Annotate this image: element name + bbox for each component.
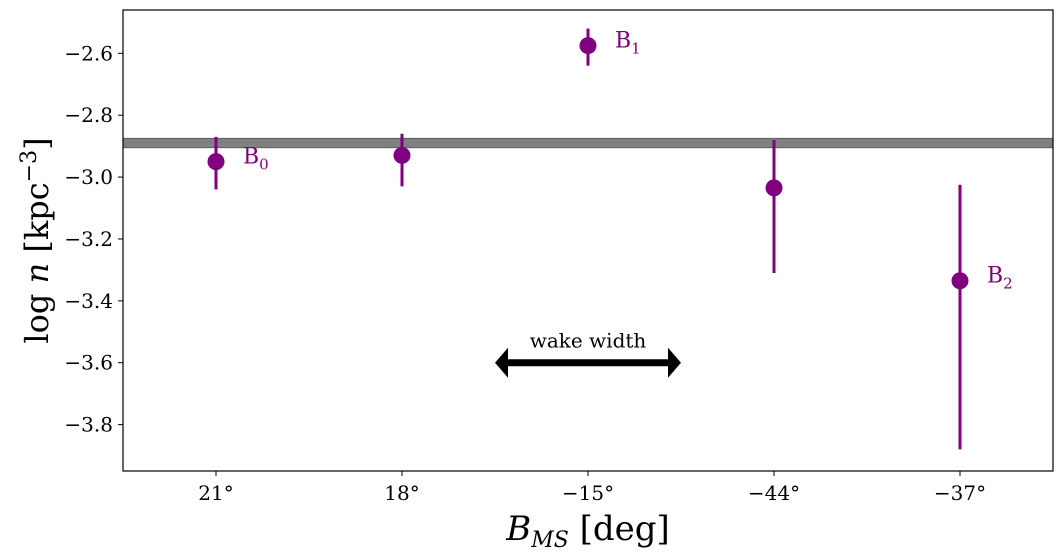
x-tick-label: −44° (748, 481, 800, 505)
point-label: B0 (243, 145, 269, 174)
y-tick-label: −3.6 (64, 351, 113, 375)
data-point (765, 179, 783, 197)
x-axis-label: BMS [deg] (505, 509, 670, 553)
y-axis-label: log n [kpc−3] (17, 137, 56, 343)
data-point (393, 146, 411, 164)
y-tick-label: −2.8 (64, 103, 113, 127)
data-point (951, 272, 969, 290)
y-tick-label: −2.6 (64, 41, 113, 65)
y-tick-label: −3.8 (64, 413, 113, 437)
wake-width-label: wake width (530, 329, 647, 353)
arrow-head-left (495, 347, 508, 378)
data-point (207, 153, 225, 171)
axis-ticks: −2.6 −2.8 −3.0 −3.2 −3.4 −3.6 −3.8 21° 18° −15° −4… (64, 41, 986, 505)
point-label: B1 (615, 29, 641, 58)
plot-area: B0 B1 B2 wake width (122, 28, 1054, 450)
y-tick-label: −3.2 (64, 227, 113, 251)
reference-band (122, 137, 1054, 149)
arrow-head-right (668, 347, 681, 378)
point-label: B2 (987, 264, 1013, 293)
x-tick-label: 18° (384, 481, 419, 505)
plot-frame (122, 9, 1054, 472)
x-tick-label: −15° (562, 481, 614, 505)
y-tick-label: −3.4 (64, 289, 113, 313)
y-tick-label: −3.0 (64, 165, 113, 189)
data-point (579, 37, 597, 55)
x-tick-label: 21° (198, 481, 233, 505)
x-tick-label: −37° (934, 481, 986, 505)
